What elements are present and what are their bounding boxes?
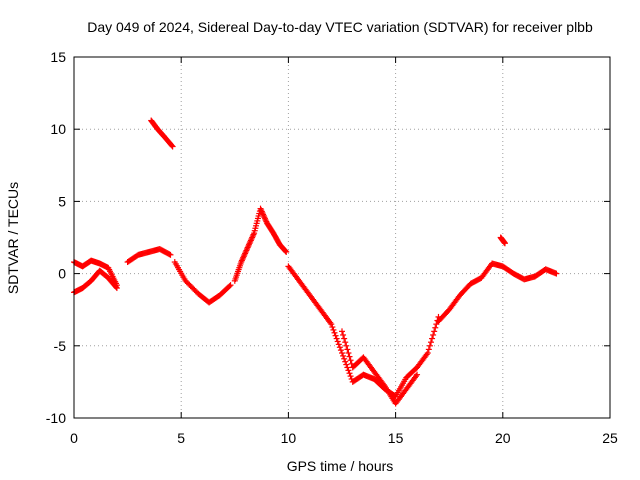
y-axis-label: SDTVAR / TECUs [5, 182, 21, 294]
data-point-marker [330, 326, 337, 333]
data-point-marker [339, 350, 345, 357]
x-axis-label: GPS time / hours [287, 458, 394, 474]
x-tick-label: 20 [495, 430, 511, 446]
data-point-marker [342, 339, 349, 346]
x-tick-label: 5 [177, 430, 185, 446]
data-point-marker [169, 143, 176, 150]
data-points [71, 117, 560, 407]
data-point-marker [430, 331, 437, 338]
data-point-marker [335, 341, 342, 348]
data-point-marker [332, 332, 339, 339]
data-point-marker [347, 373, 354, 380]
data-point-marker [427, 339, 434, 346]
data-point-marker [336, 344, 343, 351]
data-point-marker [429, 335, 436, 342]
x-tick-label: 10 [281, 430, 297, 446]
y-tick-label: 15 [50, 49, 66, 65]
data-point-marker [345, 367, 352, 374]
data-point-marker [167, 251, 174, 258]
x-tick-label: 0 [70, 430, 78, 446]
data-point-marker [346, 370, 353, 377]
data-point-marker [343, 342, 350, 349]
data-point-marker [346, 353, 353, 360]
data-point-marker [344, 364, 351, 371]
data-point-marker [431, 328, 438, 335]
data-point-marker [340, 331, 347, 338]
data-point-marker [283, 248, 290, 255]
y-tick-label: -5 [54, 338, 67, 354]
y-tick-label: 0 [58, 266, 66, 282]
chart-title: Day 049 of 2024, Sidereal Day-to-day VTE… [87, 19, 593, 35]
data-point-marker [344, 346, 351, 353]
data-point-marker [432, 324, 439, 331]
tick-labels: 0 5 10 15 20 25 -10 -5 0 5 10 15 [46, 49, 618, 446]
grid [73, 56, 611, 419]
x-tick-label: 15 [388, 430, 404, 446]
data-point-marker [425, 346, 432, 353]
y-tick-label: -10 [46, 410, 66, 426]
data-point-marker [334, 338, 341, 345]
data-point-marker [341, 335, 348, 342]
data-point-marker [331, 329, 338, 336]
data-point-marker [226, 283, 233, 290]
plot-frame [73, 56, 611, 419]
data-point-marker [553, 270, 560, 277]
data-point-marker [329, 324, 336, 331]
data-point-marker [341, 355, 348, 362]
data-point-marker [168, 142, 175, 149]
data-point-marker [113, 285, 120, 292]
data-point-marker [227, 282, 234, 289]
data-point-marker [345, 350, 352, 357]
data-point-marker [282, 248, 289, 255]
data-point-marker [337, 347, 344, 354]
data-point-marker [333, 335, 340, 342]
data-point-marker [414, 371, 421, 378]
x-tick-label: 25 [602, 430, 618, 446]
data-point-marker [501, 240, 508, 247]
data-point-marker [343, 361, 350, 368]
y-tick-label: 10 [50, 121, 66, 137]
data-point-marker [339, 328, 345, 335]
data-point-marker [328, 321, 335, 328]
data-point-marker [424, 350, 431, 357]
y-tick-label: 5 [58, 193, 66, 209]
data-point-marker [426, 342, 433, 349]
data-point-marker [340, 352, 347, 359]
data-point-marker [347, 357, 354, 364]
data-point-marker [113, 284, 120, 291]
data-point-marker [342, 358, 349, 365]
